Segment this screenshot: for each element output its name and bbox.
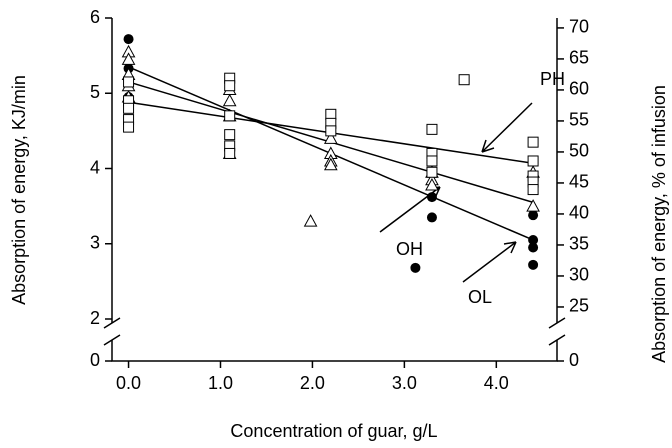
y-tick-label: 4	[90, 157, 100, 177]
x-tick-label: 3.0	[392, 373, 417, 393]
y2-tick-label: 25	[569, 296, 589, 316]
point	[224, 129, 236, 141]
x-tick-label: 0.0	[116, 373, 141, 393]
axes	[111, 18, 558, 362]
point	[303, 214, 318, 227]
y-tick-label: 2	[90, 308, 100, 328]
point	[224, 80, 236, 92]
x-axis-title: Concentration of guar, g/L	[230, 421, 437, 441]
y2-tick-label: 60	[569, 79, 589, 99]
point	[528, 259, 539, 270]
point	[527, 136, 539, 148]
y2-tick-label: 70	[569, 17, 589, 37]
point	[528, 242, 539, 253]
y2-tick-label: 55	[569, 110, 589, 130]
y2-tick-label: 50	[569, 141, 589, 161]
arrow-ol	[462, 241, 517, 283]
point	[123, 34, 134, 45]
point	[323, 157, 338, 171]
y2-tick-label: 45	[569, 172, 589, 192]
y-axis-title: Absorption of energy, KJ/min	[9, 75, 29, 305]
point	[323, 131, 338, 144]
y-tick-label: 3	[90, 233, 100, 253]
point	[426, 166, 438, 178]
y-tick-label: 6	[90, 7, 100, 27]
y2-tick-label: 30	[569, 265, 589, 285]
y2-tick-label: 0	[569, 350, 579, 370]
annotation-oh: OH	[396, 239, 423, 259]
point	[458, 74, 470, 86]
point	[121, 52, 136, 65]
x-tick-label: 1.0	[208, 373, 233, 393]
point	[123, 102, 135, 114]
axis-breaks	[103, 317, 566, 346]
x-tick-label: 2.0	[300, 373, 325, 393]
point	[527, 184, 539, 196]
arrow-ph	[481, 102, 533, 153]
point	[325, 108, 337, 120]
point	[526, 199, 540, 212]
point	[426, 212, 437, 223]
point	[425, 178, 439, 191]
point	[123, 76, 135, 88]
x-tick-label: 4.0	[484, 373, 509, 393]
point	[325, 125, 337, 137]
point	[224, 110, 236, 122]
point	[528, 210, 539, 221]
point	[222, 93, 237, 107]
annotation-ol: OL	[468, 287, 492, 307]
point	[123, 121, 135, 133]
annotation-ph: PH	[540, 69, 565, 89]
y2-tick-label: 40	[569, 203, 589, 223]
point	[410, 262, 421, 273]
y-tick-label: 5	[90, 82, 100, 102]
point	[528, 234, 539, 245]
y2-tick-label: 35	[569, 234, 589, 254]
point	[426, 155, 438, 167]
point	[426, 123, 438, 135]
y2-axis-title: Absorption of energy, % of infusion	[649, 85, 669, 363]
y2-tick-label: 65	[569, 48, 589, 68]
point	[224, 147, 236, 159]
point	[426, 192, 437, 203]
y-tick-label: 0	[90, 350, 100, 370]
point	[527, 155, 539, 167]
